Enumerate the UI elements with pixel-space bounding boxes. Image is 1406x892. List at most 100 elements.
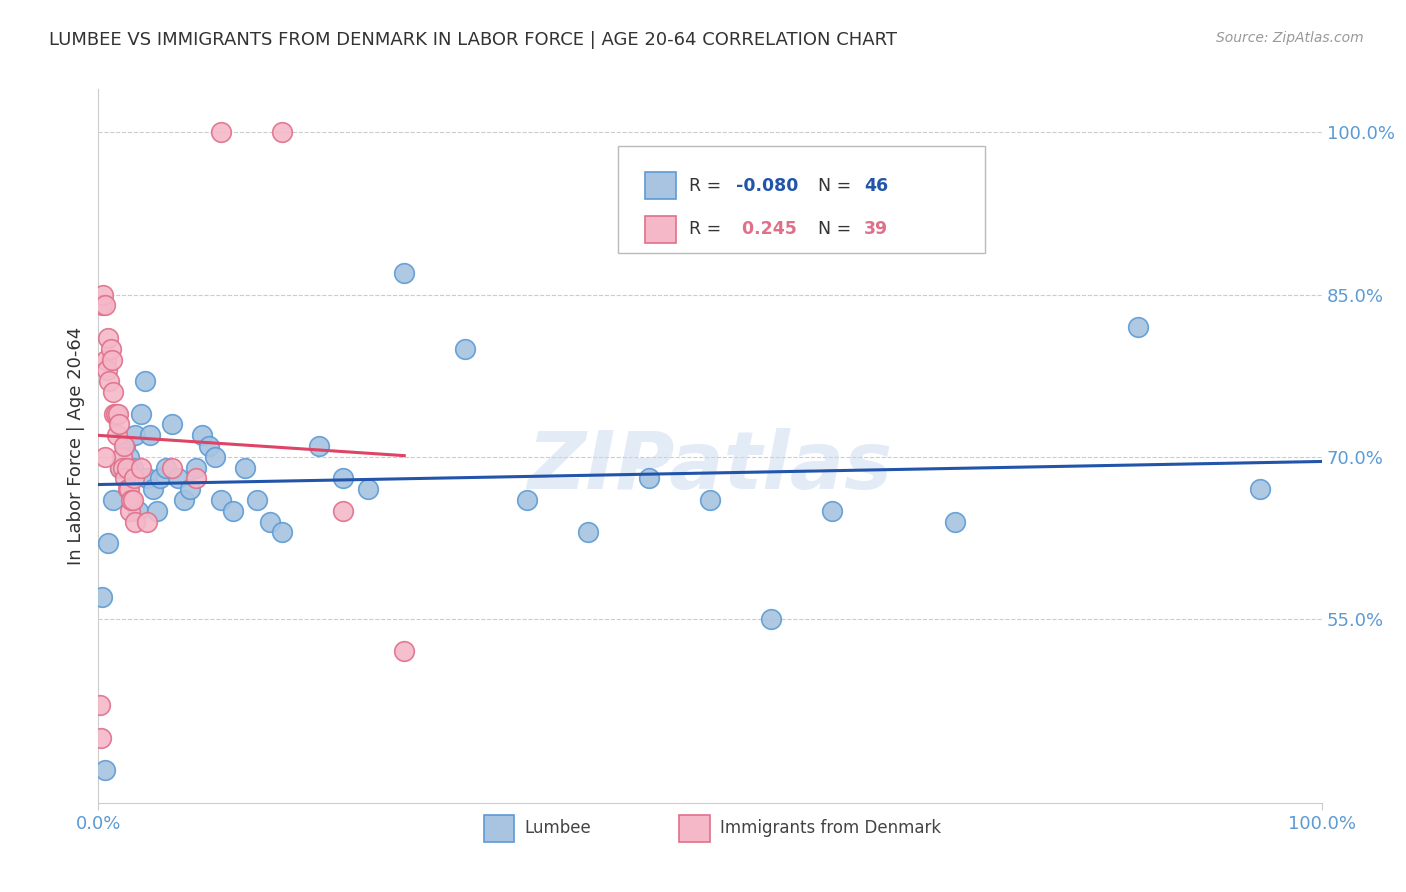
Point [191, 428, 214, 442]
Point [160, 417, 183, 432]
Point [186, 471, 208, 485]
Y-axis label: In Labor Force | Age 20-64: In Labor Force | Age 20-64 [66, 326, 84, 566]
Point [107, 407, 129, 421]
Point [637, 471, 661, 485]
Point [761, 612, 783, 626]
Point [91, 287, 114, 301]
Point [259, 515, 281, 529]
Point [392, 266, 416, 280]
Point [142, 482, 165, 496]
Point [699, 493, 721, 508]
Text: 39: 39 [865, 220, 889, 238]
Point [98, 374, 121, 388]
Point [115, 460, 138, 475]
Point [124, 515, 146, 529]
Text: Lumbee: Lumbee [524, 820, 591, 838]
Point [209, 493, 232, 508]
Point [576, 525, 599, 540]
Bar [645, 172, 676, 200]
Point [96, 363, 118, 377]
Point [120, 493, 142, 508]
Point [149, 471, 172, 485]
Point [117, 482, 139, 496]
Point [332, 504, 354, 518]
Point [90, 731, 112, 745]
Bar [484, 815, 515, 842]
Point [111, 460, 134, 475]
Point [114, 439, 136, 453]
Point [515, 493, 537, 508]
Point [270, 525, 294, 540]
Point [160, 460, 183, 475]
Point [392, 644, 416, 658]
Point [197, 439, 219, 453]
Point [155, 460, 177, 475]
Text: R =: R = [689, 177, 727, 194]
Text: -0.080: -0.080 [735, 177, 799, 194]
Bar [645, 216, 676, 243]
Text: ZIPatlas: ZIPatlas [527, 428, 893, 507]
Point [118, 450, 141, 464]
Point [93, 450, 115, 464]
Point [97, 331, 120, 345]
Point [104, 407, 127, 421]
Text: R =: R = [689, 220, 727, 238]
Text: 46: 46 [865, 177, 889, 194]
Point [112, 439, 135, 453]
Point [186, 460, 208, 475]
Point [134, 374, 156, 388]
Point [1249, 482, 1271, 496]
Point [139, 428, 162, 442]
Point [101, 493, 124, 508]
Point [246, 493, 269, 508]
Text: N =: N = [818, 177, 856, 194]
Point [129, 460, 152, 475]
Point [101, 384, 124, 399]
Point [233, 460, 256, 475]
Point [101, 352, 124, 367]
Text: LUMBEE VS IMMIGRANTS FROM DENMARK IN LABOR FORCE | AGE 20-64 CORRELATION CHART: LUMBEE VS IMMIGRANTS FROM DENMARK IN LAB… [49, 31, 897, 49]
Point [209, 125, 232, 139]
Point [111, 450, 134, 464]
Point [821, 504, 844, 518]
Point [146, 504, 169, 518]
Point [308, 439, 330, 453]
Point [356, 482, 378, 496]
Point [332, 471, 354, 485]
Point [124, 428, 146, 442]
Point [173, 493, 195, 508]
Point [121, 460, 143, 475]
Point [114, 471, 136, 485]
Point [122, 471, 145, 485]
Point [129, 407, 152, 421]
Point [105, 428, 128, 442]
Point [89, 698, 111, 713]
Point [97, 536, 120, 550]
Point [136, 471, 159, 485]
Text: 0.245: 0.245 [735, 220, 797, 238]
Point [110, 460, 132, 475]
Point [204, 450, 226, 464]
Point [121, 493, 143, 508]
Point [167, 471, 190, 485]
Point [136, 515, 159, 529]
Point [270, 125, 294, 139]
Point [93, 298, 115, 312]
Text: Immigrants from Denmark: Immigrants from Denmark [720, 820, 941, 838]
Point [222, 504, 245, 518]
Point [127, 504, 149, 518]
Point [1128, 320, 1150, 334]
Point [93, 764, 115, 778]
Point [91, 591, 114, 605]
Text: N =: N = [818, 220, 856, 238]
Point [94, 352, 117, 367]
Point [120, 504, 142, 518]
Point [103, 407, 125, 421]
Point [110, 460, 132, 475]
Point [91, 298, 114, 312]
Point [179, 482, 201, 496]
Point [943, 515, 966, 529]
Bar [679, 815, 710, 842]
FancyBboxPatch shape [619, 146, 986, 253]
Point [100, 342, 122, 356]
